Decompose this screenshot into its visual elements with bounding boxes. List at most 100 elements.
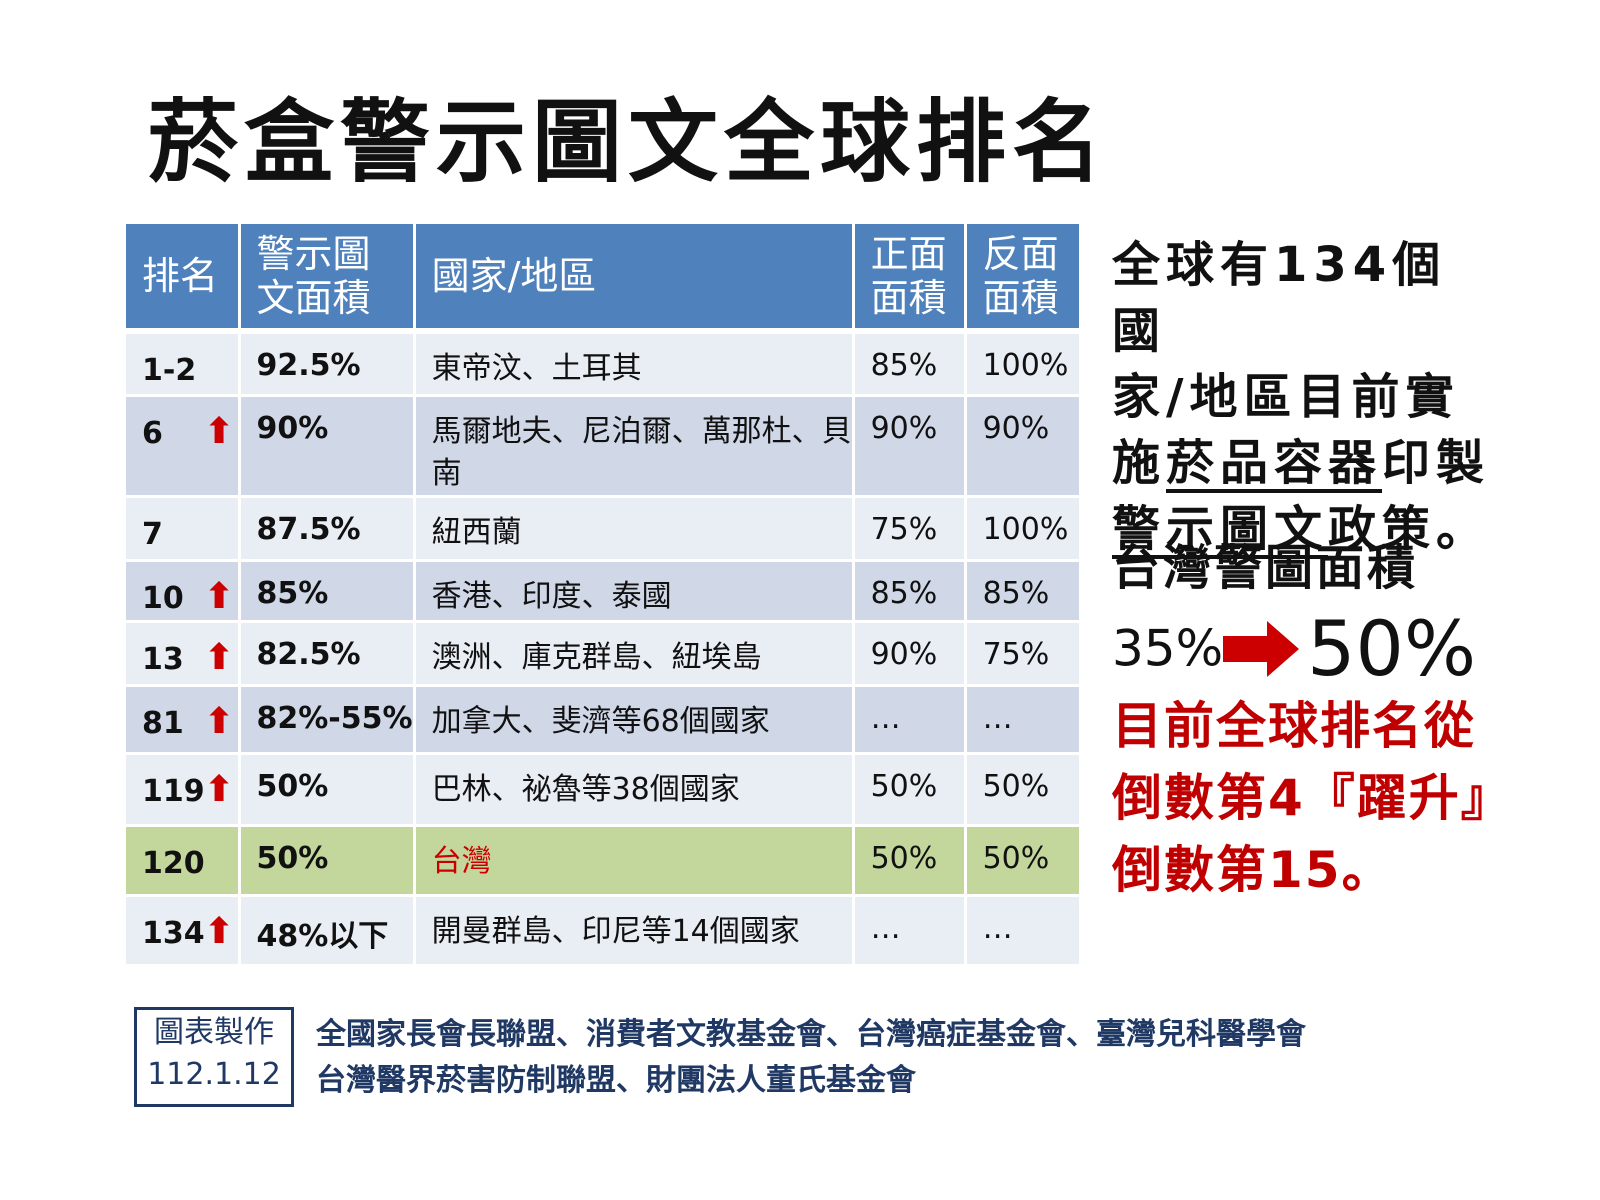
chart-credit-box: 圖表製作 112.1.12 (134, 1007, 294, 1107)
rank-cell: 7 (126, 496, 241, 562)
country-cell: 巴林、祕魯等38個國家 (414, 753, 855, 827)
header-back-line2: 面積 (982, 276, 1059, 320)
summary-text: 全球有134個國 家/地區目前實 施菸品容器印製 警示圖文政策。 (1112, 232, 1492, 562)
rank-cell: 120 (126, 825, 241, 897)
header-back: 反面 面積 (965, 224, 1082, 334)
rank-value: 119 (142, 773, 205, 809)
table-row: 6 ⬆ 90% 馬爾地夫、尼泊爾、萬那杜、貝南 90% 90% (126, 395, 1082, 498)
credit-line: 台灣醫界菸害防制聯盟、財團法人董氏基金會 (316, 1063, 916, 1098)
rank-cell: 6 ⬆ (126, 395, 241, 498)
right-arrow-icon (1223, 620, 1300, 677)
table-row-taiwan: 120 50% 台灣 50% 50% (126, 825, 1082, 897)
table-row: 7 87.5% 紐西蘭 75% 100% (126, 496, 1082, 562)
area-cell: 87.5% (239, 496, 416, 562)
rank-value: 134 (142, 915, 205, 951)
rank-cell: 134⬆ (126, 895, 241, 967)
rank-value: 13 (142, 641, 184, 677)
table-header-row: 排名 警示圖 文面積 國家/地區 正面 面積 反面 面積 (126, 224, 1082, 334)
table-row: 119⬆ 50% 巴林、祕魯等38個國家 50% 50% (126, 753, 1082, 827)
country-cell: 開曼群島、印尼等14個國家 (414, 895, 855, 967)
ranking-change-line: 倒數第15。 (1112, 841, 1394, 899)
summary-line: 全球有134個國 (1112, 237, 1447, 359)
rank-cell: 13 ⬆ (126, 621, 241, 687)
rank-value: 6 (142, 415, 163, 451)
area-cell: 82.5% (239, 621, 416, 687)
front-cell: 85% (853, 331, 967, 397)
summary-fragment: 施 (1112, 435, 1167, 491)
rank-cell: 10 ⬆ (126, 560, 241, 623)
up-arrow-icon: ⬆ (204, 575, 235, 617)
rank-cell: 119⬆ (126, 753, 241, 827)
rank-value: 1-2 (142, 353, 197, 388)
header-country: 國家/地區 (414, 224, 855, 334)
rank-cell: 1-2 (126, 331, 241, 397)
front-cell: 90% (853, 395, 967, 498)
header-front-line2: 面積 (870, 276, 947, 320)
table-row: 1-2 92.5% 東帝汶、土耳其 85% 100% (126, 331, 1082, 397)
up-arrow-icon: ⬆ (204, 410, 235, 452)
front-cell: 85% (853, 560, 967, 623)
area-cell: 48%以下 (239, 895, 416, 967)
ranking-change-line: 倒數第4『躍升』 (1112, 769, 1513, 827)
front-cell: 50% (853, 825, 967, 897)
ranking-table: 排名 警示圖 文面積 國家/地區 正面 面積 反面 面積 1-2 92.5% 東帝汶、… (126, 224, 1082, 967)
header-area-line2: 文面積 (256, 276, 371, 320)
rank-value: 120 (142, 845, 205, 881)
rank-value: 81 (142, 705, 184, 741)
country-cell: 紐西蘭 (414, 496, 855, 562)
back-cell: 50% (965, 753, 1082, 827)
front-cell: … (853, 685, 967, 755)
area-cell: 50% (239, 825, 416, 897)
table-row: 134⬆ 48%以下 開曼群島、印尼等14個國家 … … (126, 895, 1082, 967)
table-row: 13 ⬆ 82.5% 澳洲、庫克群島、紐埃島 90% 75% (126, 621, 1082, 687)
ranking-change-line: 目前全球排名從 (1112, 697, 1476, 755)
summary-line: 警示圖文政策。 (1112, 496, 1492, 562)
summary-line: 家/地區目前實 (1112, 369, 1460, 425)
front-cell: 75% (853, 496, 967, 562)
area-cell: 85% (239, 560, 416, 623)
header-front: 正面 面積 (853, 224, 967, 334)
up-arrow-icon: ⬆ (204, 636, 235, 678)
header-rank: 排名 (126, 224, 241, 334)
credit-organizations: 全國家長會長聯盟、消費者文教基金會、台灣癌症基金會、臺灣兒科醫學會 台灣醫界菸害… (316, 1012, 1306, 1104)
country-cell: 東帝汶、土耳其 (414, 331, 855, 397)
page-title: 菸盒警示圖文全球排名 (148, 90, 1108, 195)
header-front-line1: 正面 (870, 232, 947, 276)
credit-box-date: 112.1.12 (147, 1057, 281, 1092)
rank-value: 10 (142, 580, 184, 616)
table-row: 10 ⬆ 85% 香港、印度、泰國 85% 85% (126, 560, 1082, 623)
rank-value: 7 (142, 516, 163, 552)
table-row: 81 ⬆ 82%-55% 加拿大、斐濟等68個國家 … … (126, 685, 1082, 755)
back-cell: 75% (965, 621, 1082, 687)
back-cell: 100% (965, 496, 1082, 562)
back-cell: 100% (965, 331, 1082, 397)
header-area: 警示圖 文面積 (239, 224, 416, 334)
summary-fragment: 政策。 (1328, 501, 1491, 557)
area-from: 35% (1112, 619, 1224, 678)
front-cell: … (853, 895, 967, 967)
summary-underlined: 菸品容器 (1166, 435, 1383, 491)
back-cell: … (965, 685, 1082, 755)
header-area-line1: 警示圖 (256, 232, 371, 276)
country-cell: 香港、印度、泰國 (414, 560, 855, 623)
area-change: 35% 50% (1112, 604, 1476, 693)
ranking-change-text: 目前全球排名從 倒數第4『躍升』 倒數第15。 (1112, 690, 1512, 906)
area-cell: 90% (239, 395, 416, 498)
up-arrow-icon: ⬆ (204, 700, 235, 742)
back-cell: 85% (965, 560, 1082, 623)
rank-cell: 81 ⬆ (126, 685, 241, 755)
front-cell: 90% (853, 621, 967, 687)
area-to: 50% (1307, 604, 1477, 693)
up-arrow-icon: ⬆ (204, 910, 235, 952)
credit-box-label: 圖表製作 (154, 1015, 274, 1050)
back-cell: 50% (965, 825, 1082, 897)
country-cell: 台灣 (414, 825, 855, 897)
taiwan-area-label: 台灣警圖面積 (1112, 540, 1419, 596)
header-back-line1: 反面 (982, 232, 1059, 276)
area-cell: 50% (239, 753, 416, 827)
country-cell: 馬爾地夫、尼泊爾、萬那杜、貝南 (414, 395, 855, 498)
summary-line: 施菸品容器印製 (1112, 430, 1492, 496)
country-cell: 澳洲、庫克群島、紐埃島 (414, 621, 855, 687)
back-cell: … (965, 895, 1082, 967)
summary-fragment: 印製 (1382, 435, 1491, 491)
